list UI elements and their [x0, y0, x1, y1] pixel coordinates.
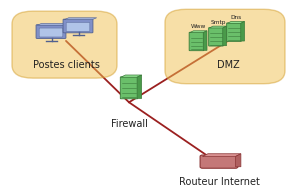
Polygon shape [64, 18, 97, 20]
FancyBboxPatch shape [39, 28, 63, 37]
Text: Postes clients: Postes clients [33, 60, 99, 70]
FancyBboxPatch shape [227, 23, 242, 41]
FancyBboxPatch shape [200, 155, 238, 168]
FancyBboxPatch shape [120, 77, 138, 99]
Polygon shape [227, 21, 244, 23]
FancyBboxPatch shape [165, 9, 285, 84]
FancyBboxPatch shape [66, 23, 90, 31]
Polygon shape [236, 154, 241, 167]
Polygon shape [190, 31, 207, 33]
FancyBboxPatch shape [12, 11, 117, 78]
Text: Smtp: Smtp [210, 20, 226, 25]
FancyBboxPatch shape [209, 28, 224, 46]
Polygon shape [137, 75, 142, 98]
Text: Dns: Dns [230, 15, 242, 20]
Polygon shape [37, 23, 70, 25]
Polygon shape [202, 154, 241, 156]
Text: DMZ: DMZ [217, 60, 239, 70]
Text: Firewall: Firewall [111, 119, 147, 129]
FancyBboxPatch shape [36, 25, 66, 39]
Polygon shape [203, 31, 207, 50]
FancyBboxPatch shape [63, 19, 93, 33]
Text: Www: Www [191, 24, 206, 29]
Polygon shape [223, 26, 226, 46]
FancyBboxPatch shape [189, 32, 204, 51]
Polygon shape [209, 26, 226, 28]
Text: Routeur Internet: Routeur Internet [178, 177, 260, 186]
Polygon shape [121, 75, 142, 77]
Polygon shape [241, 21, 244, 41]
